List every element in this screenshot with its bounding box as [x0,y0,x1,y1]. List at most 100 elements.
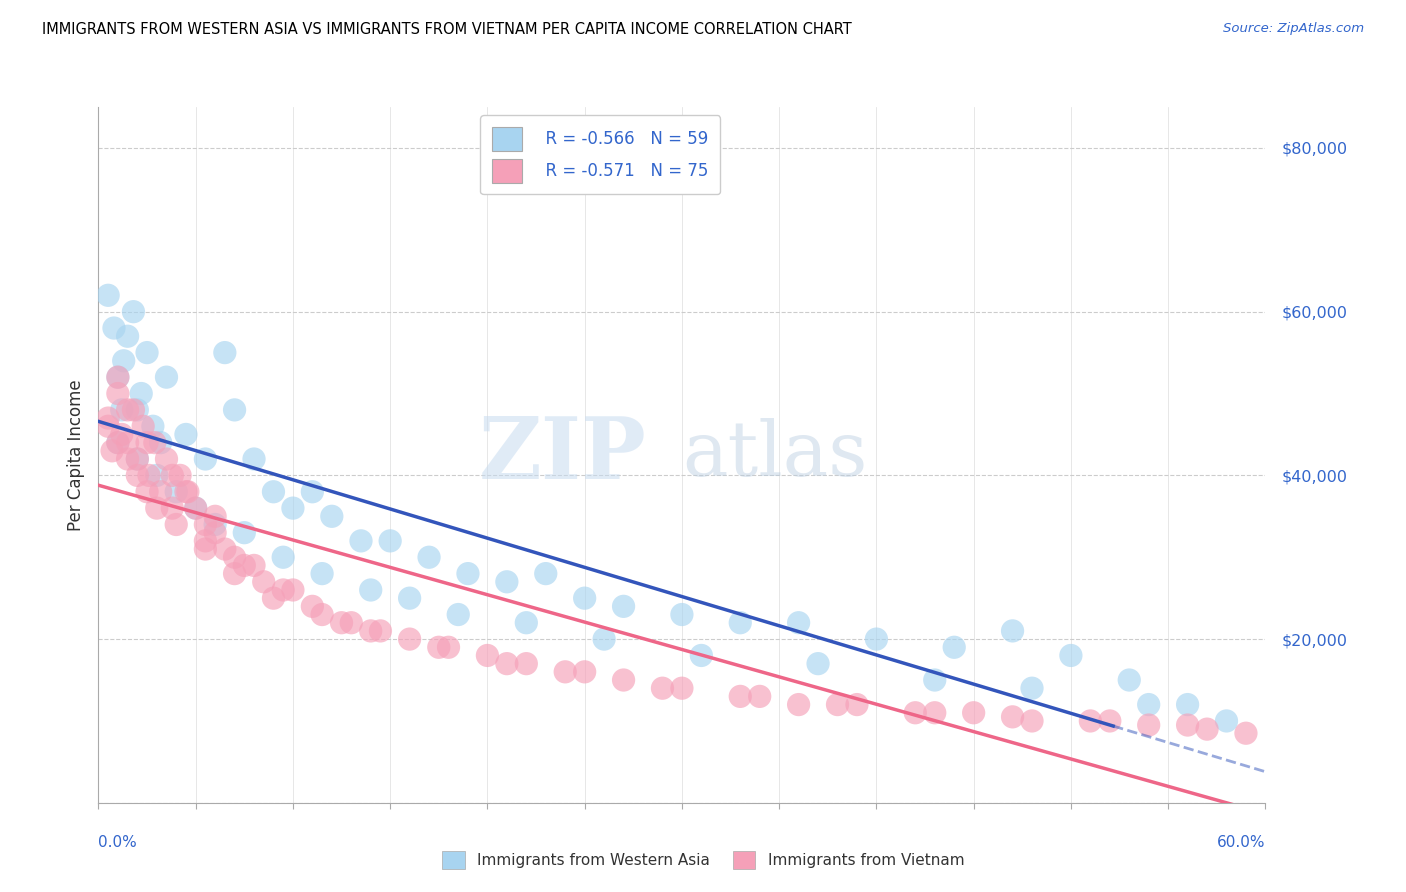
Point [194,533,217,548]
Point [262,591,284,606]
Point [554,665,576,679]
Point [107,435,129,450]
Point [107,370,129,384]
Point [194,517,217,532]
Point [127,452,149,467]
Legend: Immigrants from Western Asia, Immigrants from Vietnam: Immigrants from Western Asia, Immigrants… [436,845,970,875]
Point [728,615,751,630]
Point [515,657,537,671]
Point [301,484,323,499]
Point [224,566,246,581]
Point [943,640,966,655]
Point [748,690,770,704]
Point [1001,710,1024,724]
Point [253,574,276,589]
Point [97,288,120,302]
Point [477,648,499,663]
Point [142,419,165,434]
Point [787,698,810,712]
Point [690,648,713,663]
Point [574,665,596,679]
Point [651,681,673,696]
Point [243,452,266,467]
Point [165,484,187,499]
Point [146,501,169,516]
Point [117,403,139,417]
Point [427,640,450,655]
Text: 0.0%: 0.0% [98,836,138,850]
Point [107,435,129,450]
Point [174,484,197,499]
Point [1021,681,1043,696]
Point [97,419,120,434]
Point [360,582,382,597]
Point [214,542,236,557]
Point [97,411,120,425]
Point [117,435,139,450]
Point [418,550,440,565]
Point [155,452,177,467]
Point [281,501,304,516]
Point [149,484,172,499]
Point [534,566,557,581]
Point [262,484,284,499]
Point [495,657,517,671]
Point [129,386,152,401]
Point [787,615,810,630]
Point [1177,718,1199,732]
Point [107,386,129,401]
Point [138,468,160,483]
Point [311,607,333,622]
Point [904,706,927,720]
Point [1118,673,1140,687]
Text: atlas: atlas [682,418,868,491]
Point [214,345,236,359]
Point [827,698,849,712]
Point [574,591,596,606]
Point [127,403,149,417]
Point [271,550,294,565]
Point [233,558,256,573]
Point [204,525,226,540]
Point [194,542,217,557]
Point [101,443,124,458]
Point [127,452,149,467]
Point [671,681,693,696]
Point [117,452,139,467]
Point [1137,698,1160,712]
Point [174,427,197,442]
Point [243,558,266,573]
Point [515,615,537,630]
Point [184,501,207,516]
Point [204,509,226,524]
Point [1080,714,1102,728]
Point [350,533,373,548]
Point [155,370,177,384]
Point [311,566,333,581]
Point [924,706,946,720]
Text: Source: ZipAtlas.com: Source: ZipAtlas.com [1223,22,1364,36]
Point [962,706,984,720]
Point [107,370,129,384]
Point [224,550,246,565]
Point [146,468,169,483]
Point [165,517,187,532]
Point [162,468,184,483]
Point [122,304,145,318]
Point [378,533,402,548]
Point [149,435,172,450]
Point [612,673,634,687]
Text: 60.0%: 60.0% [1218,836,1265,850]
Point [340,615,363,630]
Point [924,673,946,687]
Point [398,591,420,606]
Point [204,517,226,532]
Point [865,632,887,646]
Point [593,632,616,646]
Point [1234,726,1257,740]
Point [1001,624,1024,638]
Point [1021,714,1043,728]
Point [370,624,392,638]
Point [1215,714,1237,728]
Point [162,501,184,516]
